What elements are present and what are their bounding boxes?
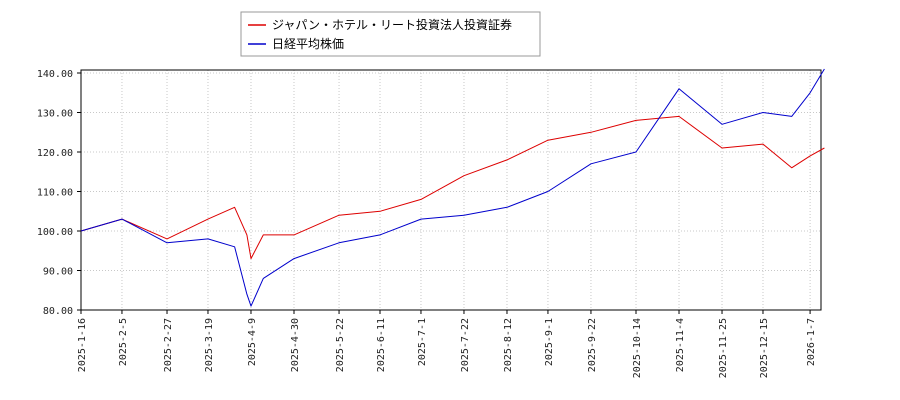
- x-tick-label: 2025-3-19: [204, 318, 215, 372]
- legend: ジャパン・ホテル・リート投資法人投資証券 日経平均株価: [240, 11, 541, 57]
- y-tick-label: 90.00: [43, 267, 73, 278]
- series-line-1: [80, 115, 825, 260]
- plot-area-border: [80, 69, 822, 311]
- x-tick-label: 2025-2-5: [118, 318, 129, 366]
- legend-box: [240, 11, 541, 57]
- x-tick-label: 2025-4-9: [247, 318, 258, 366]
- x-tick-label: 2025-12-15: [759, 318, 770, 378]
- x-tick-label: 2025-4-30: [290, 318, 301, 372]
- y-tick-label: 120.00: [37, 148, 73, 159]
- x-tick-label: 2025-1-16: [77, 318, 88, 372]
- x-tick-label: 2025-2-27: [163, 318, 174, 372]
- x-tick-label: 2025-8-12: [503, 318, 514, 372]
- x-tick-label: 2025-10-14: [632, 318, 643, 378]
- x-tick-label: 2025-11-4: [675, 318, 686, 372]
- y-tick-label: 140.00: [37, 69, 73, 80]
- legend-label-series-1: ジャパン・ホテル・リート投資法人投資証券: [272, 17, 512, 32]
- x-tick-label: 2025-5-22: [335, 318, 346, 372]
- x-tick-label: 2026-1-7: [806, 318, 817, 366]
- y-axis: 80.00 90.00 100.00 110.00 120.00 130.00 140.00: [37, 69, 81, 317]
- legend-label-series-2: 日経平均株価: [272, 36, 344, 51]
- y-tick-label: 130.00: [37, 109, 73, 120]
- x-axis: 2025-1-16 2025-2-5 2025-2-27 2025-3-19 2025-…: [77, 310, 817, 378]
- x-tick-label: 2025-6-11: [376, 318, 387, 372]
- x-tick-label: 2025-11-25: [718, 318, 729, 378]
- y-tick-label: 100.00: [37, 227, 73, 238]
- grid-lines: [80, 70, 821, 311]
- y-tick-label: 80.00: [43, 306, 73, 317]
- series-line-2: [80, 68, 825, 307]
- x-tick-label: 2025-7-22: [460, 318, 471, 372]
- x-tick-label: 2025-9-1: [544, 318, 555, 366]
- x-tick-label: 2025-7-1: [417, 318, 428, 366]
- series-lines: [80, 68, 825, 307]
- y-tick-label: 110.00: [37, 188, 73, 199]
- x-tick-label: 2025-9-22: [587, 318, 598, 372]
